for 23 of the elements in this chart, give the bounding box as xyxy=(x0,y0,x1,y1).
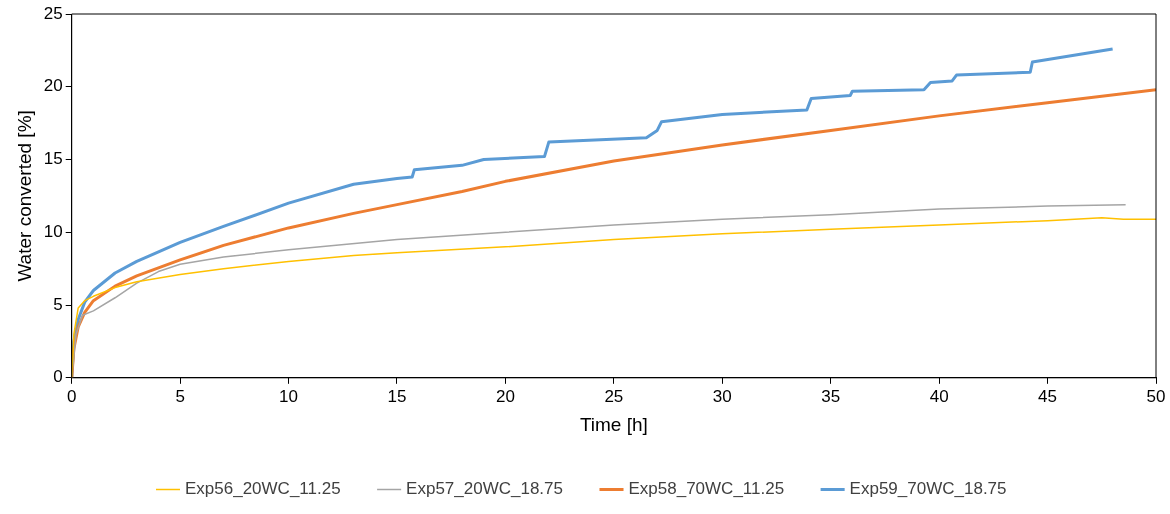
y-tick-label: 25 xyxy=(43,3,63,23)
legend-label: Exp57_20WC_18.75 xyxy=(406,479,564,499)
y-tick-label: 15 xyxy=(43,149,63,169)
legend-label: Exp59_70WC_18.75 xyxy=(849,479,1007,499)
x-tick-label: 50 xyxy=(1146,386,1166,406)
x-tick-label: 20 xyxy=(495,386,515,406)
y-tick-label: 20 xyxy=(43,76,63,96)
x-tick-label: 25 xyxy=(604,386,624,406)
x-tick-label: 40 xyxy=(929,386,949,406)
y-tick-label: 10 xyxy=(43,221,63,241)
legend-label: Exp58_70WC_11.25 xyxy=(628,479,785,499)
x-tick-label: 35 xyxy=(821,386,841,406)
x-axis-title: Time [h] xyxy=(579,413,648,435)
x-tick-label: 30 xyxy=(712,386,732,406)
x-tick-label: 5 xyxy=(175,386,185,406)
x-tick-label: 45 xyxy=(1038,386,1058,406)
x-tick-label: 0 xyxy=(66,386,77,406)
x-tick-label: 10 xyxy=(279,386,299,406)
y-tick-label: 5 xyxy=(53,294,63,314)
legend-label: Exp56_20WC_11.25 xyxy=(184,479,341,499)
x-tick-label: 15 xyxy=(387,386,407,406)
y-axis-title: Water converted [%] xyxy=(13,110,35,282)
y-tick-label: 0 xyxy=(53,367,63,387)
